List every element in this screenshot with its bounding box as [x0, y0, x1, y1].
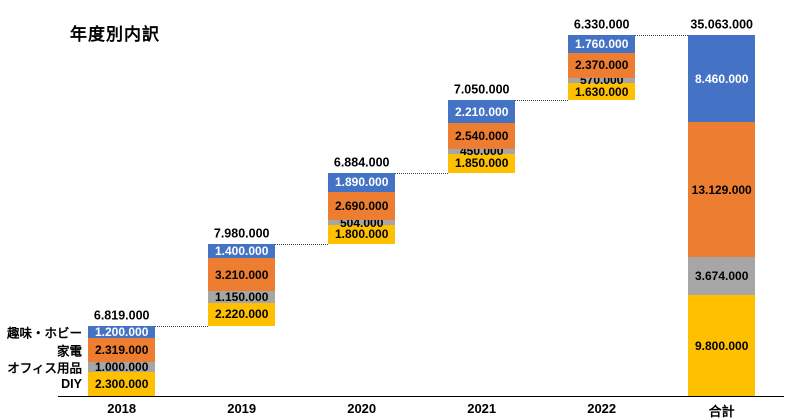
bar-segment [88, 362, 156, 373]
connector-line [635, 35, 689, 36]
bar-segment [568, 83, 636, 101]
connector-line [395, 172, 449, 174]
bar-segment [568, 77, 636, 84]
connector-line [155, 325, 209, 327]
bar-segment [688, 122, 756, 258]
x-axis-label: 合計 [708, 404, 735, 419]
bar-segment [208, 258, 276, 292]
segment-value-label: 8.460.000 [694, 71, 749, 86]
bar-segment [448, 122, 516, 150]
bar-segment [568, 35, 636, 54]
connector-line [275, 243, 329, 245]
series-label: 趣味・ホビー [6, 326, 82, 341]
connector-line [515, 100, 569, 102]
bar-segment [208, 291, 276, 303]
bar-segment [448, 100, 516, 123]
segment-value-label: 1.800.000 [334, 227, 389, 242]
segment-value-label: 2.319.000 [94, 343, 149, 358]
bar-segment [688, 35, 756, 123]
total-value-label: 6.884.000 [333, 155, 390, 169]
bar-segment [328, 192, 396, 220]
total-value-label: 7.980.000 [213, 225, 270, 240]
segment-value-label: 1.760.000 [574, 37, 629, 52]
bar-segment [328, 219, 396, 226]
segment-value-label: 3.210.000 [214, 267, 269, 282]
bar-segment [328, 172, 396, 193]
segment-value-label: 2.210.000 [454, 104, 509, 119]
bar-segment [688, 295, 756, 396]
x-axis-line [58, 396, 784, 397]
total-value-label: 6.330.000 [573, 17, 630, 32]
segment-value-label: 3.674.000 [694, 269, 749, 284]
total-value-label: 6.819.000 [93, 308, 150, 323]
segment-value-label: 2.690.000 [334, 199, 389, 214]
segment-value-label: 2.300.000 [94, 377, 149, 392]
bar-segment [88, 325, 156, 339]
x-axis-label: 2019 [227, 401, 257, 416]
segment-value-label: 13.129.000 [691, 182, 752, 197]
bar-segment [88, 338, 156, 363]
bar-segment [448, 149, 516, 154]
segment-value-label: 1.150.000 [214, 290, 269, 305]
bar-segment [88, 372, 156, 396]
x-axis-label: 2022 [587, 401, 617, 416]
series-label: オフィス用品 [7, 361, 82, 376]
bar-segment [328, 225, 396, 244]
bar-segment [208, 243, 276, 259]
bar-segment [448, 153, 516, 173]
total-value-label: 7.050.000 [453, 82, 510, 97]
segment-value-label: 1.000.000 [94, 360, 149, 375]
bar-segment [208, 302, 276, 326]
x-axis-label: 2020 [347, 401, 377, 416]
total-value-label: 35.063.000 [690, 17, 753, 32]
segment-value-label: 1.400.000 [214, 243, 269, 258]
segment-value-label: 2.540.000 [454, 129, 509, 143]
segment-value-label: 1.630.000 [574, 84, 629, 99]
x-axis-label: 2018 [107, 401, 137, 416]
segment-value-label: 1.890.000 [334, 175, 389, 190]
segment-value-label: 9.800.000 [694, 338, 749, 353]
segment-value-label: 2.370.000 [574, 58, 629, 73]
segment-value-label: 2.220.000 [214, 307, 269, 322]
series-label: DIY [61, 377, 82, 392]
bar-segment [688, 257, 756, 296]
chart-title: 年度別内訳 [70, 25, 160, 44]
series-label: 家電 [56, 344, 82, 359]
segment-value-label: 1.200.000 [94, 324, 149, 339]
bar-segment [568, 53, 636, 78]
segment-value-label: 1.850.000 [454, 156, 509, 171]
x-axis-label: 2021 [467, 401, 497, 416]
